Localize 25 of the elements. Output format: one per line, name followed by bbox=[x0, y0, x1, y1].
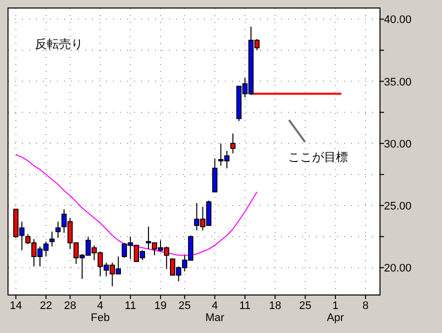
x-tick-label: 28 bbox=[64, 300, 76, 312]
candlestick bbox=[55, 221, 61, 238]
candlestick bbox=[212, 158, 218, 192]
annotation: 反転売り bbox=[35, 37, 83, 51]
y-tick-label: 25.00 bbox=[384, 200, 412, 213]
x-tick-label: 4 Feb bbox=[90, 300, 110, 324]
x-tick-label: 11 bbox=[239, 300, 251, 312]
x-tick-label: 4 Mar bbox=[205, 300, 225, 324]
x-tick-label: 8 bbox=[362, 300, 369, 312]
y-tick-label: 20.00 bbox=[384, 262, 412, 275]
x-tick-label: 11 bbox=[124, 300, 136, 312]
x-tick-label: 19 bbox=[154, 300, 167, 312]
x-tick-label: 1 Apr bbox=[326, 300, 344, 324]
candlestick bbox=[230, 132, 236, 154]
x-tick-label: 25 bbox=[299, 300, 312, 312]
y-tick-label: 30.00 bbox=[384, 138, 412, 150]
annotation: ここが目標 bbox=[288, 150, 348, 164]
x-tick-label: 22 bbox=[40, 300, 52, 312]
x-tick-label: 18 bbox=[268, 300, 282, 312]
y-tick-label: 35.00 bbox=[384, 76, 412, 88]
candlestick bbox=[49, 231, 55, 248]
line-series bbox=[15, 154, 258, 256]
y-tick-label: 40.00 bbox=[384, 14, 412, 26]
x-tick-label: 25 bbox=[178, 300, 191, 312]
x-tick-label: 14 bbox=[10, 300, 22, 312]
